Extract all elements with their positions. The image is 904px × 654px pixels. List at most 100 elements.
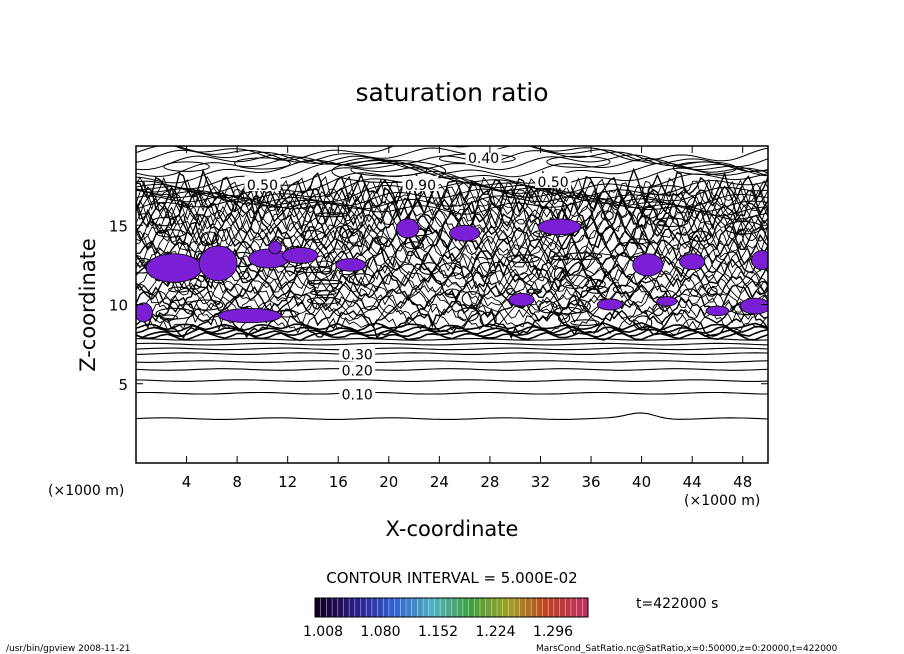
contour-line — [136, 166, 768, 195]
colorbar-cell — [349, 598, 355, 617]
contour-cell — [350, 162, 428, 177]
contour-cell — [476, 261, 497, 277]
contour-line — [136, 176, 768, 203]
contour-cell — [457, 307, 479, 322]
colorbar-cell — [332, 598, 338, 617]
contour-cell — [316, 260, 333, 268]
contour-line — [136, 197, 768, 220]
contour-line — [136, 347, 768, 351]
colorbar-cell — [542, 598, 549, 617]
colorbar-label: 1.224 — [475, 624, 515, 640]
contour-cell — [506, 288, 516, 296]
contour-line — [136, 207, 768, 239]
contour-cell — [168, 286, 190, 293]
contour-cell — [688, 230, 712, 242]
contour-cell — [300, 230, 326, 241]
contour-line — [136, 260, 768, 297]
colorbar-cell — [354, 598, 361, 617]
contour-cell — [156, 229, 186, 238]
contour-cell — [526, 288, 543, 294]
contour-line — [136, 182, 768, 208]
contour-cell — [506, 254, 540, 264]
contour-line — [136, 342, 768, 346]
contour-cell — [600, 210, 614, 221]
x-tick-label: 36 — [581, 473, 600, 491]
supersaturation-region — [596, 298, 624, 311]
contour-cell — [570, 319, 600, 326]
time-label: t=422000 s — [636, 596, 718, 612]
colorbar-cell — [406, 598, 412, 617]
x-tick-label: 20 — [379, 473, 398, 491]
contour-cell — [672, 161, 737, 176]
contour-cell — [234, 157, 291, 170]
colorbar-cell — [457, 598, 463, 617]
colorbar-cell — [400, 598, 406, 617]
colorbar-cell — [428, 598, 435, 617]
colorbar-cell — [536, 598, 543, 617]
footer-left: /usr/bin/gpview 2008-11-21 — [6, 644, 130, 654]
contour-line — [136, 199, 768, 233]
contour-line — [136, 238, 768, 271]
contour-cell — [568, 299, 591, 314]
supersaturation-region — [656, 296, 678, 307]
supersaturation-region — [136, 302, 153, 323]
y-tick-label: 5 — [118, 376, 128, 394]
x-tick-label: 8 — [232, 473, 242, 491]
supersaturation-region — [449, 224, 481, 242]
contour-line — [136, 245, 768, 280]
contour-cell — [724, 220, 763, 235]
contour-cell — [586, 285, 609, 294]
x-tick-label: 48 — [733, 473, 752, 491]
contour-label: 0.40 — [468, 151, 499, 167]
contour-line — [136, 278, 768, 311]
supersaturation-region — [335, 258, 367, 272]
colorbar-cell — [576, 598, 583, 617]
contour-line — [136, 156, 768, 178]
colorbar-cell — [440, 598, 446, 617]
supersaturation-region — [217, 308, 282, 324]
color-scale: 1.008 1.080 1.152 1.224 1.296 — [303, 597, 589, 640]
contour-cell — [538, 300, 558, 314]
colorbar-cell — [434, 598, 441, 617]
x-tick-label: 32 — [531, 473, 550, 491]
contour-line — [136, 230, 768, 268]
supersaturation-region — [739, 297, 768, 315]
contour-cell — [585, 278, 606, 290]
colorbar-label: 1.008 — [303, 624, 343, 640]
contour-cell — [546, 155, 611, 168]
contour-cell — [151, 216, 176, 227]
colorbar-cell — [502, 598, 509, 617]
footer-right: MarsCond_SatRatio.nc@SatRatio,x=0:50000,… — [536, 644, 838, 654]
contour-label: 0.50 — [247, 178, 278, 194]
colorbar-cell — [462, 598, 469, 617]
contour-cell — [159, 314, 178, 321]
contour-cell — [612, 284, 634, 295]
x-tick-label: 16 — [329, 473, 348, 491]
colorbar-cell — [320, 598, 327, 617]
contour-cell — [550, 255, 570, 261]
colorbar-cell — [315, 598, 321, 617]
colorbar-cell — [337, 598, 344, 617]
contour-cell — [331, 159, 447, 183]
colorbar-cell — [445, 598, 452, 617]
y-axis: 5 10 15 — [109, 217, 768, 394]
supersaturation-region — [145, 253, 203, 283]
colorbar-cell — [485, 598, 492, 617]
colorbar-cell — [559, 598, 566, 617]
contour-cell — [614, 241, 648, 258]
supersaturation-region — [751, 250, 768, 271]
contour-cell — [306, 279, 343, 285]
colorbar-cell — [479, 598, 486, 617]
colorbar-cell — [417, 598, 424, 617]
y-axis-unit: (×1000 m) — [48, 483, 124, 499]
colorbar-cell — [519, 598, 526, 617]
contour-cell — [706, 286, 718, 295]
colorbar-cell — [388, 598, 395, 617]
contour-line — [136, 188, 768, 213]
contour-cell — [163, 161, 210, 172]
supersaturation-region — [705, 305, 730, 316]
contour-label: 0.20 — [342, 363, 373, 379]
plot-area: 0.40 0.50 0.90 0.50 0.10 0.200.30 — [135, 145, 769, 464]
contour-cell — [294, 266, 333, 273]
